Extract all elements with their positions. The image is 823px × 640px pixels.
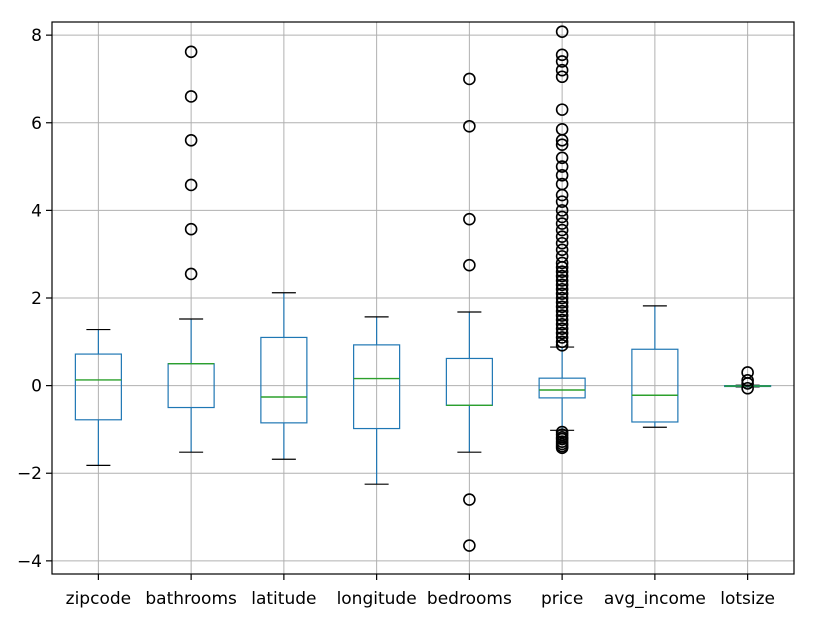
outlier-point bbox=[555, 160, 569, 173]
x-tick-label: price bbox=[541, 589, 583, 609]
outlier-point bbox=[555, 48, 569, 62]
outlier-point bbox=[555, 425, 569, 439]
outlier-point bbox=[184, 267, 198, 281]
y-tick-label: 8 bbox=[31, 26, 42, 46]
box-body bbox=[260, 336, 308, 424]
outlier-point bbox=[184, 222, 198, 236]
outlier-point bbox=[555, 63, 569, 77]
outlier-point bbox=[463, 72, 476, 86]
outlier-point bbox=[555, 210, 569, 224]
x-tick-label: avg_income bbox=[604, 589, 706, 609]
outlier-point bbox=[555, 274, 569, 287]
outlier-point bbox=[555, 250, 569, 263]
outlier-point bbox=[555, 309, 569, 322]
outlier-point bbox=[555, 296, 569, 309]
y-tick-label: 6 bbox=[31, 114, 42, 134]
outlier-point bbox=[555, 236, 569, 250]
box-avg_income bbox=[631, 305, 679, 428]
outlier-point bbox=[555, 217, 569, 230]
outlier-point bbox=[555, 278, 569, 292]
outlier-point bbox=[555, 70, 569, 84]
outlier-point bbox=[555, 291, 569, 305]
outlier-point bbox=[555, 313, 569, 327]
y-tick-label: 0 bbox=[31, 377, 42, 397]
tick-labels: −4 −2 0 2 4 6 8 zipcode bathrooms latitude longitu… bbox=[17, 26, 775, 609]
outlier-point bbox=[184, 90, 198, 103]
outlier-point bbox=[555, 256, 569, 270]
outlier-point bbox=[555, 243, 569, 257]
box-body bbox=[538, 377, 586, 399]
box-bathrooms bbox=[167, 45, 215, 453]
outlier-point bbox=[184, 45, 198, 59]
boxes bbox=[74, 25, 772, 552]
box-price bbox=[538, 25, 586, 455]
outlier-point bbox=[555, 265, 569, 279]
x-tick-label: longitude bbox=[337, 589, 417, 609]
box-longitude bbox=[353, 316, 401, 485]
outlier-point bbox=[555, 339, 569, 352]
y-tick-label: −2 bbox=[17, 464, 42, 484]
x-tick-label: lotsize bbox=[720, 589, 775, 609]
outlier-point bbox=[555, 317, 569, 331]
outlier-point bbox=[463, 212, 476, 226]
outlier-point bbox=[555, 300, 569, 314]
outlier-point bbox=[463, 539, 476, 552]
box-body bbox=[74, 353, 122, 421]
outlier-point bbox=[555, 204, 569, 217]
outlier-point bbox=[555, 331, 569, 344]
outlier-point bbox=[555, 322, 569, 335]
outlier-point bbox=[184, 178, 198, 192]
outlier-point bbox=[555, 123, 569, 136]
outlier-point bbox=[184, 133, 198, 147]
outlier-point bbox=[463, 258, 476, 272]
outlier-point bbox=[463, 119, 476, 133]
x-tick-label: bedrooms bbox=[427, 589, 512, 609]
box-lotsize bbox=[724, 366, 772, 395]
x-tick-label: latitude bbox=[251, 589, 316, 609]
outlier-point bbox=[463, 493, 476, 506]
y-tick-label: −4 bbox=[17, 552, 42, 572]
outlier-point bbox=[555, 223, 569, 237]
outlier-point bbox=[741, 366, 754, 379]
outlier-point bbox=[741, 381, 754, 395]
outlier-point bbox=[555, 25, 569, 38]
x-tick-label: bathrooms bbox=[145, 589, 237, 609]
y-tick-label: 4 bbox=[31, 201, 42, 221]
outlier-point bbox=[555, 282, 569, 296]
outlier-point bbox=[555, 287, 569, 300]
outlier-point bbox=[555, 335, 569, 349]
grid bbox=[52, 22, 794, 574]
axes bbox=[46, 21, 795, 580]
outlier-point bbox=[555, 230, 569, 243]
outlier-point bbox=[555, 195, 569, 208]
outlier-point bbox=[555, 103, 569, 116]
outlier-point bbox=[555, 151, 569, 165]
outlier-point bbox=[555, 269, 569, 283]
outlier-point bbox=[555, 169, 569, 182]
outlier-point bbox=[741, 374, 754, 387]
box-zipcode bbox=[74, 328, 122, 466]
outlier-point bbox=[555, 55, 569, 68]
y-tick-label: 2 bbox=[31, 289, 42, 309]
box-body bbox=[353, 344, 401, 430]
box-latitude bbox=[260, 292, 308, 460]
box-bedrooms bbox=[445, 72, 493, 552]
box-body bbox=[631, 348, 679, 423]
outlier-point bbox=[555, 138, 569, 151]
outlier-point bbox=[555, 326, 569, 340]
outlier-point bbox=[555, 177, 569, 191]
x-tick-label: zipcode bbox=[66, 589, 131, 609]
outlier-point bbox=[555, 304, 569, 318]
